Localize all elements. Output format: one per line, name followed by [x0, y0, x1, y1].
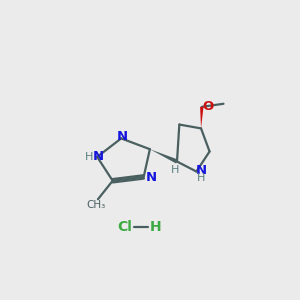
- Text: N: N: [116, 130, 128, 143]
- Text: O: O: [202, 100, 214, 113]
- Text: H: H: [171, 165, 180, 175]
- Text: Cl: Cl: [118, 220, 133, 234]
- Text: N: N: [196, 164, 207, 177]
- Polygon shape: [200, 107, 203, 128]
- Text: H: H: [197, 173, 205, 184]
- Text: N: N: [92, 150, 104, 164]
- Polygon shape: [150, 149, 178, 164]
- Text: N: N: [146, 171, 157, 184]
- Text: CH₃: CH₃: [86, 200, 105, 210]
- Text: H: H: [149, 220, 161, 234]
- Text: H: H: [85, 152, 94, 162]
